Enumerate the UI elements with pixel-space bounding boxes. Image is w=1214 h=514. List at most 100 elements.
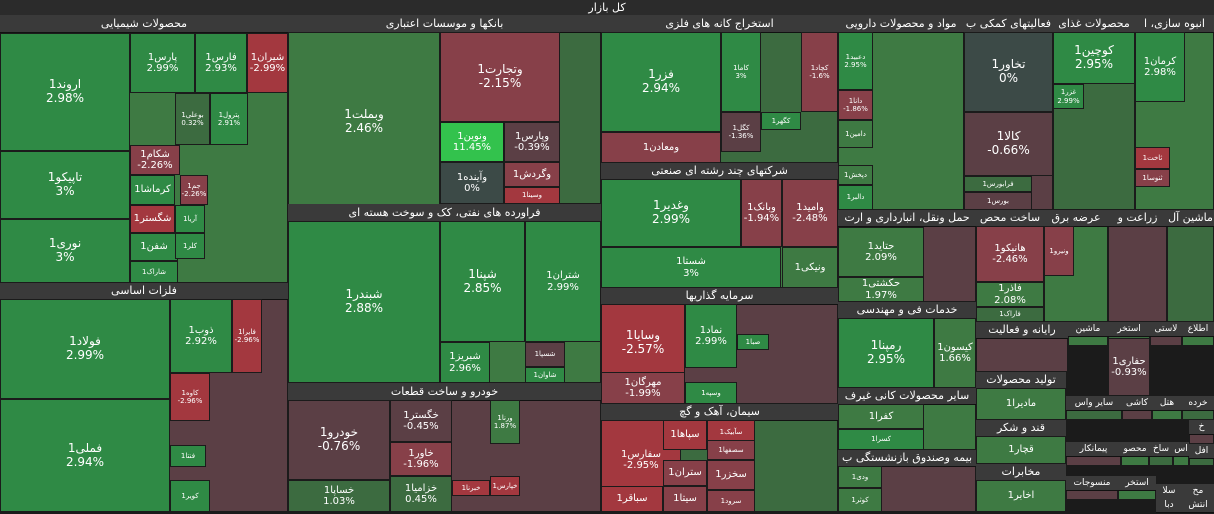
treemap-tile[interactable]: کوچین1 2.95%	[1053, 32, 1135, 84]
sector-39[interactable]: استخر	[1118, 476, 1156, 500]
sector-20[interactable]: ماشین آل	[1167, 210, 1214, 322]
treemap-tile[interactable]: دعبید1 2.95%	[838, 32, 873, 90]
treemap-tile[interactable]: خزامیا1 0.45%	[390, 476, 452, 512]
treemap-tile[interactable]: وبانک1 -1.94%	[741, 179, 782, 247]
treemap-tile[interactable]: دامین1	[838, 120, 873, 148]
treemap-tile[interactable]: کسرا1	[838, 429, 924, 450]
treemap-tile[interactable]: قچار1	[976, 436, 1066, 464]
treemap-tile[interactable]: کیسون1 1.66%	[934, 318, 976, 388]
treemap-tile[interactable]: وسپه1	[685, 382, 737, 404]
treemap-tile[interactable]: وگردش1	[504, 162, 560, 187]
treemap-tile[interactable]: حکشتی1 1.97%	[838, 277, 924, 302]
sector-32[interactable]: سایر واس	[1066, 396, 1122, 420]
treemap-tile[interactable]: خپارس1	[490, 476, 520, 496]
treemap-tile[interactable]: فاراک1	[976, 307, 1044, 322]
treemap-tile[interactable]: دپخش1	[838, 165, 873, 185]
treemap-tile[interactable]: وسینا1	[504, 187, 560, 204]
treemap-tile[interactable]: شاوان1	[525, 367, 565, 383]
treemap-tile[interactable]: ستران1	[663, 460, 707, 486]
treemap-tile[interactable]: ونیرو1	[1044, 226, 1074, 276]
treemap-tile[interactable]: نوری1 3%	[0, 219, 130, 283]
treemap-tile[interactable]: شسپا1	[525, 342, 565, 367]
treemap-tile[interactable]: سخزر1	[707, 460, 755, 490]
treemap-tile[interactable]: دالبر1	[838, 185, 873, 210]
treemap-tile[interactable]: وبملت1 2.46%	[288, 32, 440, 212]
treemap-tile[interactable]: شیران1 -2.99%	[247, 33, 288, 93]
sector-29[interactable]: خرده	[1182, 396, 1214, 420]
treemap-tile[interactable]: کالا1 -0.66%	[964, 112, 1053, 176]
treemap-tile[interactable]: اروند1 2.98%	[0, 33, 130, 151]
treemap-tile[interactable]: ذوب1 2.92%	[170, 299, 232, 373]
treemap-tile[interactable]: کگل1 -1.36%	[721, 112, 761, 152]
treemap-tile[interactable]: شبندر1 2.88%	[288, 221, 440, 383]
treemap-tile[interactable]: ونیکی1	[782, 247, 838, 288]
treemap-tile[interactable]: شگستر1	[130, 205, 175, 233]
treemap-tile[interactable]: شکام1 -2.26%	[130, 145, 180, 175]
treemap-tile[interactable]: آریا1	[175, 205, 205, 233]
treemap-tile[interactable]: ومعادن1	[601, 132, 721, 163]
sector-44[interactable]: انتش	[1182, 498, 1214, 514]
sector-36[interactable]: اس	[1173, 442, 1189, 466]
sector-40[interactable]: منسوجات	[1066, 476, 1118, 500]
treemap-tile[interactable]: حفاری1 -0.93%	[1108, 338, 1150, 396]
treemap-tile[interactable]: صبا1	[737, 334, 769, 350]
treemap-tile[interactable]: فایرا1 -2.96%	[232, 299, 262, 373]
sector-34[interactable]: پیمانکار	[1066, 442, 1121, 466]
treemap-tile[interactable]: سباقر1	[601, 486, 663, 512]
treemap-tile[interactable]: وآینده1 0%	[440, 162, 504, 204]
treemap-tile[interactable]: کاوه1 -2.96%	[170, 373, 210, 421]
sector-18[interactable]: عرضه برق	[1044, 210, 1108, 322]
treemap-tile[interactable]: فزر1 2.94%	[601, 32, 721, 132]
treemap-tile[interactable]: کرمان1 2.98%	[1135, 32, 1185, 102]
treemap-tile[interactable]: وسایا1 -2.57%	[601, 304, 685, 382]
sector-37[interactable]: خ	[1189, 420, 1214, 444]
treemap-tile[interactable]: فاذر1 2.08%	[976, 282, 1044, 307]
treemap-tile[interactable]: غزر1 2.99%	[1053, 84, 1084, 109]
sector-19[interactable]: زراعت و	[1108, 210, 1167, 322]
treemap-tile[interactable]: ورنا1 1.87%	[490, 400, 520, 444]
sector-31[interactable]: کاشی	[1122, 396, 1152, 420]
sector-33[interactable]: محصو	[1121, 442, 1149, 466]
treemap-tile[interactable]: تخاور1 0%	[964, 32, 1053, 112]
treemap-tile[interactable]: خاور1 -1.96%	[390, 442, 452, 476]
treemap-tile[interactable]: کلر1	[175, 233, 205, 259]
treemap-tile[interactable]: ثنوسا1	[1135, 169, 1170, 187]
treemap-tile[interactable]: کوثر1	[838, 488, 882, 512]
sector-42[interactable]: مح	[1182, 484, 1214, 500]
sector-43[interactable]: دبا	[1156, 498, 1182, 514]
treemap-tile[interactable]: جم1 -2.26%	[180, 175, 208, 205]
sector-38[interactable]: افل	[1189, 444, 1214, 466]
sector-25[interactable]: رایانه و فعالیت	[976, 322, 1068, 372]
treemap-tile[interactable]: نماد1 2.99%	[685, 304, 737, 368]
treemap-tile[interactable]: کفرا1	[838, 404, 924, 429]
treemap-tile[interactable]: بوعلی1 0.32%	[175, 93, 210, 145]
treemap-tile[interactable]: شستا1 3%	[601, 247, 781, 288]
treemap-tile[interactable]: وامید1 -2.48%	[782, 179, 838, 247]
treemap-tile[interactable]: خودرو1 -0.76%	[288, 400, 390, 480]
treemap-tile[interactable]: فنتا1	[170, 445, 206, 467]
treemap-tile[interactable]: رمپنا1 2.95%	[838, 318, 934, 388]
treemap-tile[interactable]: سرود1	[707, 490, 755, 512]
sector-35[interactable]: ساخ	[1149, 442, 1173, 466]
treemap-tile[interactable]: سپاها1	[663, 420, 707, 450]
treemap-tile[interactable]: سیتا1	[663, 486, 707, 512]
treemap-tile[interactable]: ونوین1 11.45%	[440, 122, 504, 162]
treemap-tile[interactable]: شاراک1	[130, 261, 178, 283]
sector-22[interactable]: لاستی	[1150, 322, 1182, 346]
treemap-tile[interactable]: اخابر1	[976, 480, 1066, 512]
treemap-tile[interactable]: کویر1	[170, 480, 210, 512]
treemap-tile[interactable]: کرماشا1	[130, 175, 175, 205]
treemap-tile[interactable]: شپنا1 2.85%	[440, 221, 525, 342]
treemap-tile[interactable]: وپارس1 -0.39%	[504, 122, 560, 162]
treemap-tile[interactable]: بورس1	[964, 192, 1032, 210]
treemap-tile[interactable]: فملی1 2.94%	[0, 399, 170, 512]
treemap-tile[interactable]: ودی1	[838, 466, 882, 488]
treemap-tile[interactable]: حتاید1 2.09%	[838, 227, 924, 277]
treemap-tile[interactable]: سصفها1	[707, 440, 755, 460]
treemap-tile[interactable]: تاپیکو1 3%	[0, 151, 130, 219]
treemap-tile[interactable]: کاما1 3%	[721, 32, 761, 112]
treemap-tile[interactable]: ثاخت1	[1135, 147, 1170, 169]
treemap-tile[interactable]: مهرگان1 -1.99%	[601, 372, 685, 404]
sector-24[interactable]: ماشین	[1068, 322, 1108, 346]
treemap-tile[interactable]: خساپا1 1.03%	[288, 480, 390, 512]
